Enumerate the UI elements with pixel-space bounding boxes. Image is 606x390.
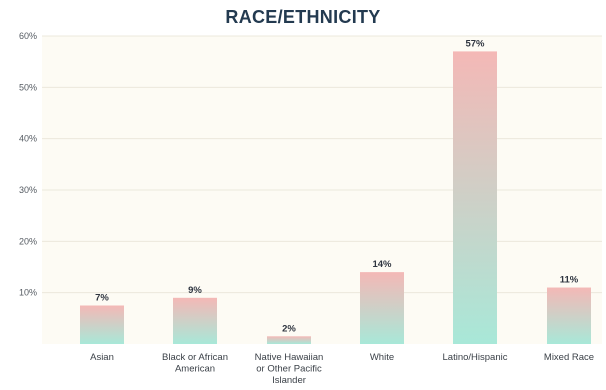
x-category-label: Asian — [90, 352, 114, 363]
x-category-label: White — [370, 352, 394, 363]
y-tick-label: 60% — [19, 31, 37, 41]
y-tick-label: 20% — [19, 236, 37, 246]
x-category-label: Native Hawaiian or Other Pacific Islander — [255, 352, 324, 386]
x-category-label: Black or African American — [162, 352, 228, 375]
bar — [267, 336, 311, 344]
y-tick-label: 30% — [19, 185, 37, 195]
x-category-label: Mixed Race — [544, 352, 594, 363]
data-label: 14% — [372, 259, 392, 270]
x-category-label: Latino/Hispanic — [443, 352, 508, 363]
data-label: 11% — [560, 275, 579, 286]
bar — [173, 297, 217, 344]
data-label: 9% — [188, 285, 202, 296]
y-tick-label: 50% — [19, 82, 37, 92]
bar — [453, 51, 497, 345]
bar — [80, 305, 124, 344]
bar — [547, 287, 591, 344]
y-tick-label: 10% — [19, 288, 37, 298]
chart-title: RACE/ETHNICITY — [225, 7, 381, 27]
y-tick-label: 40% — [19, 134, 37, 144]
bar — [360, 272, 404, 344]
data-label: 2% — [282, 323, 296, 334]
data-label: 57% — [465, 38, 485, 49]
data-label: 7% — [95, 293, 109, 304]
